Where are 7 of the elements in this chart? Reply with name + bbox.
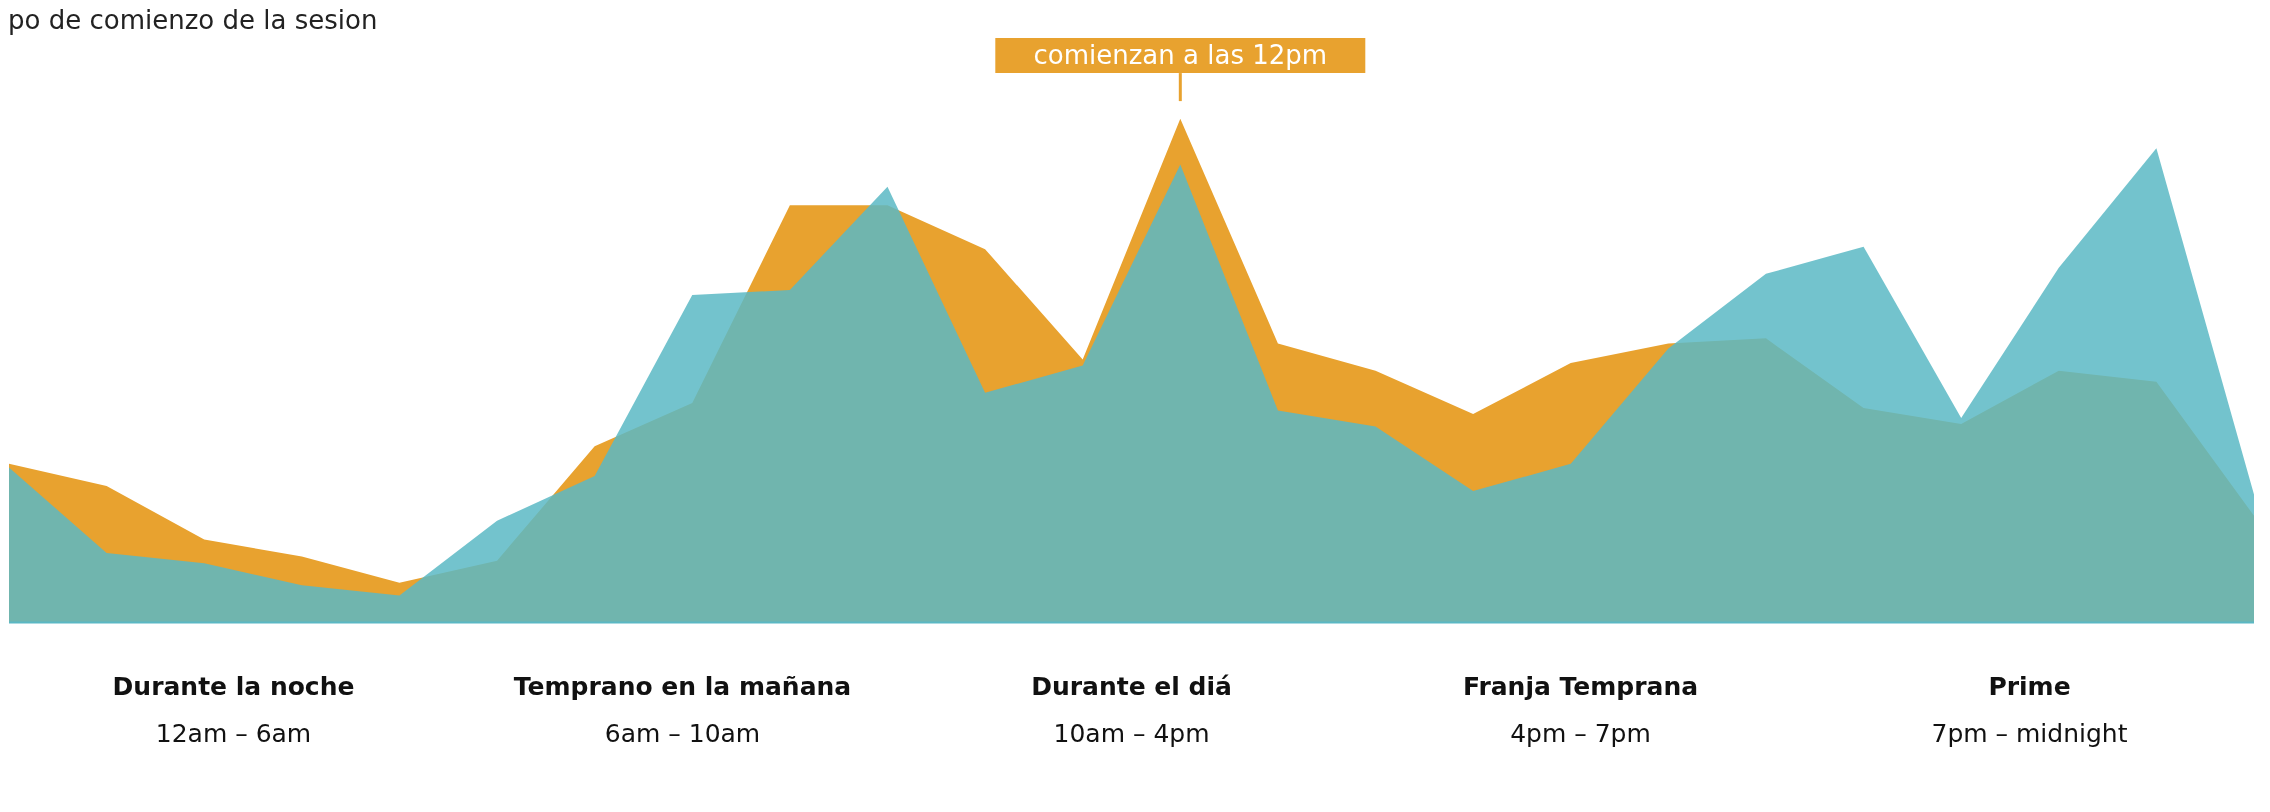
text: Durante la noche 12am – 6am <box>112 671 355 748</box>
chart-title: po de comienzo de la sesion <box>8 5 378 35</box>
text: Prime 7pm – midnight <box>1931 671 2128 748</box>
text: Franja Temprana 4pm – 7pm <box>1462 671 1699 748</box>
text: Temprano en la mañana 6am – 10am <box>513 671 852 748</box>
text: Durante el diá 10am – 4pm <box>1031 671 1232 748</box>
text: comienzan a las 12pm <box>1033 39 1328 70</box>
